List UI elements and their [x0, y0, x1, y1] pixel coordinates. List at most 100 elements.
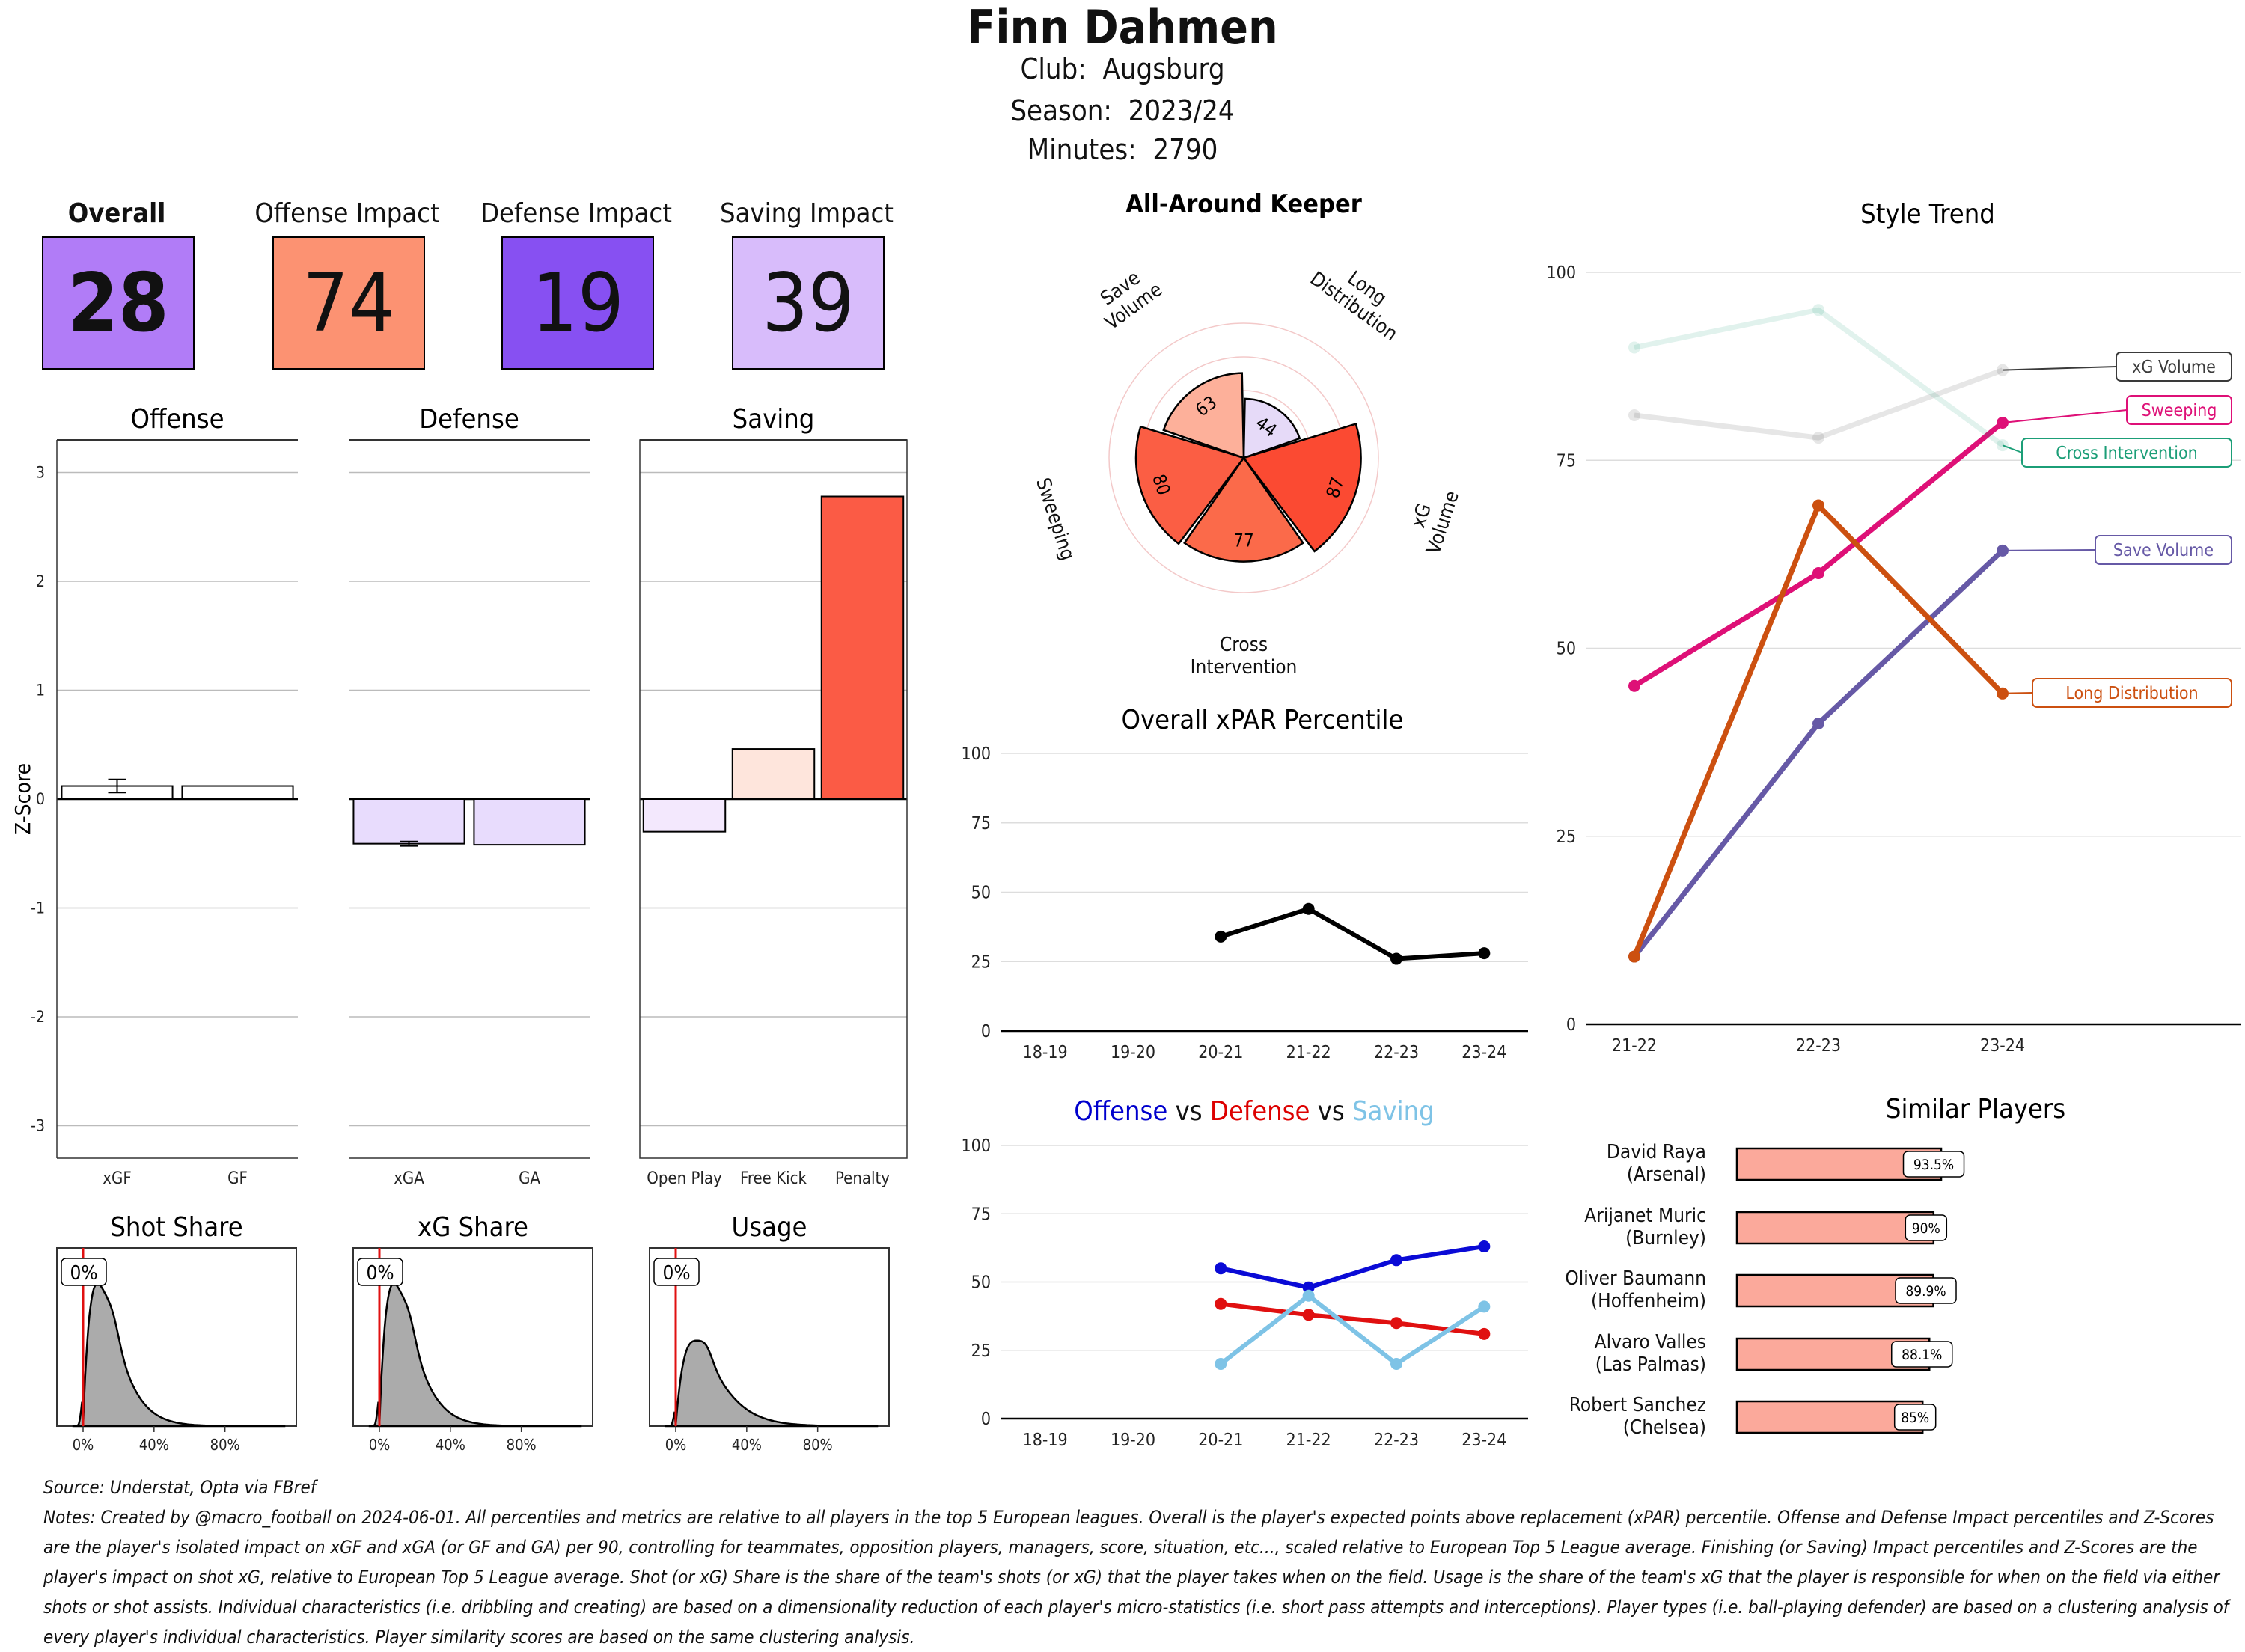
radial-category-label: Sweeping — [1031, 475, 1079, 563]
series-legend-label: Cross Intervention — [2002, 438, 2232, 468]
series-legend-label: Sweeping — [2002, 395, 2232, 425]
y-tick-label: -1 — [31, 899, 45, 917]
marker-label: 0% — [61, 1258, 107, 1286]
series-legend-label: Long Distribution — [2002, 678, 2232, 708]
similar-player-row: 85% — [1735, 1400, 1937, 1434]
x-tick-label: 18-19 — [1023, 1043, 1068, 1062]
y-axis-label: Z-Score — [10, 763, 35, 835]
x-tick-label: 18-19 — [1023, 1431, 1068, 1450]
club-line: Club: Augsburg — [0, 52, 2245, 85]
series — [1215, 1297, 1491, 1340]
facet-defense: Defense xGA GA — [349, 404, 590, 1188]
label-leader — [2002, 409, 2128, 423]
data-point — [1478, 1300, 1491, 1313]
x-tick-label: 20-21 — [1198, 1043, 1243, 1062]
similarity-label-box — [1891, 1341, 1953, 1368]
season-value: 2023/24 — [1128, 94, 1235, 127]
radial-category-label: Cross — [1220, 634, 1268, 656]
density-area — [368, 1282, 582, 1428]
ovd-chart: 0 25 50 75 100 18-19 19-20 20-21 21-22 22-23 23-24 — [962, 1136, 1528, 1450]
similar-player-row: 90% — [1735, 1211, 1948, 1245]
marker-label: 0% — [357, 1258, 403, 1286]
series-line — [1633, 420, 2005, 688]
series-cross-intervention — [1628, 304, 2009, 452]
ovd-title-part: vs — [1310, 1096, 1352, 1127]
x-tick-label: GA — [519, 1169, 540, 1188]
x-tick-label: 21-22 — [1286, 1043, 1331, 1062]
series-line — [1220, 906, 1485, 961]
y-tick-label: 100 — [962, 1136, 992, 1156]
radial-category-label: Intervention — [1191, 656, 1298, 679]
data-point — [1302, 1309, 1315, 1321]
label-text: Sweeping — [2142, 401, 2217, 420]
density-area — [665, 1339, 879, 1428]
label-box — [2116, 352, 2232, 382]
label-leader — [2002, 366, 2117, 371]
marker-label-box — [653, 1258, 700, 1286]
y-tick-label: 3 — [36, 464, 45, 482]
radial-bar — [1162, 372, 1245, 459]
similar-player-row: 93.5% — [1735, 1147, 1965, 1181]
data-point — [1628, 679, 1640, 692]
tile-label: Offense Impact — [254, 198, 440, 229]
series — [1215, 1240, 1491, 1294]
player-name: Robert Sanchez — [1569, 1394, 1706, 1416]
bar — [473, 798, 586, 846]
tile-saving-impact: Saving Impact 39 — [694, 198, 919, 370]
data-point — [1478, 1240, 1491, 1253]
x-tick-label: 23-24 — [1461, 1043, 1506, 1062]
season-label: Season: — [1010, 94, 1112, 127]
label-box — [2032, 678, 2232, 708]
ovd-title-part: Offense — [1074, 1096, 1167, 1127]
y-tick-label: 0 — [981, 1410, 991, 1429]
similarity-bar — [1735, 1211, 1935, 1245]
similar-player-name: Robert Sanchez (Chelsea) — [1467, 1394, 1706, 1439]
notes-text: Notes: Created by @macro_football on 202… — [43, 1507, 2229, 1648]
ovd-title-part: Defense — [1210, 1096, 1310, 1127]
similarity-label: 85% — [1901, 1410, 1929, 1426]
data-point — [1390, 1254, 1402, 1267]
facet-title: Offense — [130, 404, 224, 435]
density-xg-share: xG Share 0% 0% 40% 80% — [352, 1212, 593, 1454]
similarity-label-box — [1902, 1151, 1965, 1178]
radial-bar — [1242, 397, 1301, 459]
data-point — [1302, 1289, 1315, 1302]
player-name: Alvaro Valles — [1594, 1331, 1706, 1353]
label-text: Long Distribution — [2065, 684, 2198, 703]
bar — [820, 495, 905, 800]
ovd-title: Offense vs Defense vs Saving — [1074, 1096, 1435, 1127]
x-tick-label: 80% — [507, 1436, 537, 1454]
panel-border — [639, 439, 908, 1159]
ovd-title-part: vs — [1167, 1096, 1210, 1127]
tile-overall: Overall 28 — [4, 198, 229, 370]
series-xg-volume — [1628, 364, 2009, 444]
data-point — [1812, 432, 1824, 444]
xpar-chart: 0 25 50 75 100 18-19 19-20 20-21 21-22 22-23 23-24 — [962, 744, 1528, 1062]
radial-bar — [1183, 456, 1304, 563]
density-title: Shot Share — [110, 1212, 242, 1243]
x-tick-label: xGF — [103, 1169, 131, 1188]
data-point — [1302, 902, 1315, 915]
similarity-label: 88.1% — [1902, 1347, 1942, 1363]
data-point — [1215, 1297, 1227, 1310]
radial-title: All-Around Keeper — [1125, 189, 1362, 219]
xpar-title: Overall xPAR Percentile — [1122, 705, 1404, 735]
y-tick-label: 2 — [36, 572, 45, 590]
radial-bar — [1134, 425, 1246, 545]
label-leader — [2002, 549, 2096, 551]
data-point — [1478, 947, 1491, 960]
x-tick-label: 23-24 — [1980, 1036, 2025, 1056]
density-usage: Usage 0% 0% 40% 80% — [649, 1212, 890, 1454]
x-tick-label: 40% — [139, 1436, 169, 1454]
tile-value: 39 — [732, 236, 885, 370]
x-tick-label: 22-23 — [1374, 1431, 1419, 1450]
x-tick-label: 22-23 — [1796, 1036, 1841, 1056]
x-tick-label: 80% — [803, 1436, 833, 1454]
x-tick-label: 23-24 — [1461, 1431, 1506, 1450]
x-tick-label: Penalty — [835, 1169, 890, 1188]
y-tick-label: -2 — [31, 1008, 45, 1026]
season-line: Season: 2023/24 — [0, 94, 2245, 127]
player-club: (Arsenal) — [1626, 1163, 1706, 1186]
y-tick-label: 0 — [1566, 1015, 1576, 1035]
